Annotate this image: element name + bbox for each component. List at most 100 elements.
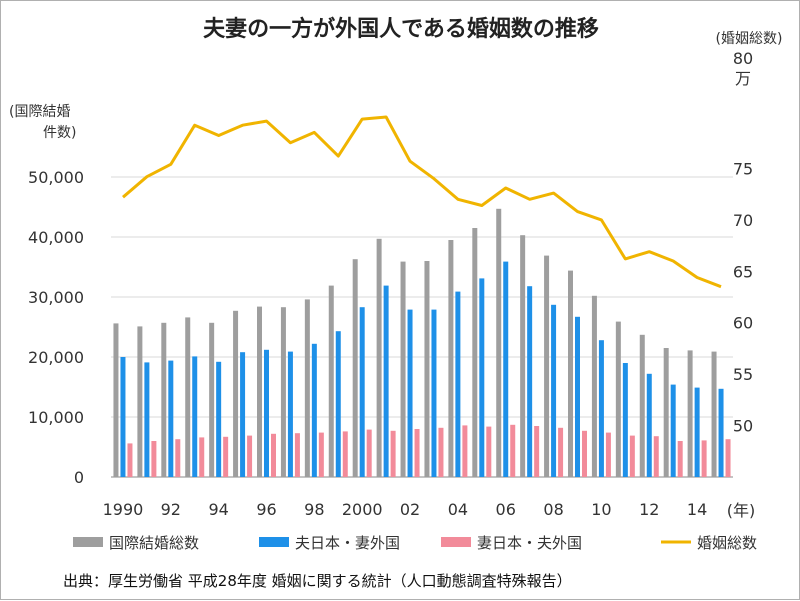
x-tick-label: 10 xyxy=(591,500,611,519)
y-left-tick-label: 0 xyxy=(74,468,84,487)
x-unit-label: (年) xyxy=(727,501,756,520)
bar xyxy=(598,340,604,477)
bar xyxy=(718,388,724,477)
y-right-tick-label: 55 xyxy=(733,365,753,384)
x-tick-label: 1990 xyxy=(103,500,144,519)
bar xyxy=(677,441,683,477)
bar xyxy=(503,261,509,477)
y-left-label-line2: 件数) xyxy=(43,125,76,141)
bar xyxy=(431,309,437,477)
bar xyxy=(646,373,652,477)
bar xyxy=(185,317,191,477)
bar xyxy=(701,440,707,477)
y-left-tick-label: 20,000 xyxy=(28,348,84,367)
bar xyxy=(653,436,659,477)
bar xyxy=(622,363,628,477)
bar xyxy=(137,326,143,477)
y-right-label: (婚姻総数) xyxy=(716,31,783,47)
gridlines xyxy=(111,176,733,478)
bar xyxy=(192,356,198,477)
bar xyxy=(294,433,300,477)
bar xyxy=(311,343,317,477)
bar xyxy=(663,348,669,477)
y-right-top-unit: 万 xyxy=(735,69,751,88)
bar xyxy=(558,427,564,477)
y-left-tick-label: 40,000 xyxy=(28,228,84,247)
tick-labels: 0 10,000 20,000 30,000 40,000 50,000 50 55 60 65 7… xyxy=(28,159,753,519)
bar xyxy=(390,430,396,477)
bar xyxy=(520,235,526,477)
bar xyxy=(264,349,269,477)
bar xyxy=(161,322,167,477)
y-right-tick-label: 60 xyxy=(733,314,753,333)
bar xyxy=(342,431,348,477)
x-tick-label: 2000 xyxy=(342,500,383,519)
legend-swatch xyxy=(73,537,103,547)
source-note: 出典：厚生労働省 平成28年度 婚姻に関する統計（人口動態調査特殊報告） xyxy=(63,572,572,590)
line-series-path xyxy=(122,115,722,289)
bar xyxy=(694,387,700,477)
bar xyxy=(479,278,485,477)
bar xyxy=(209,322,215,477)
bar xyxy=(168,360,174,477)
bar xyxy=(534,426,540,477)
bar xyxy=(400,261,406,477)
bars xyxy=(113,208,731,478)
bar xyxy=(233,310,239,477)
y-right-top-value: 80 xyxy=(733,49,753,68)
bar xyxy=(247,435,253,477)
bar xyxy=(639,334,645,477)
bar xyxy=(424,261,430,477)
bar xyxy=(544,255,550,477)
bar xyxy=(591,295,597,477)
bar xyxy=(383,285,389,477)
bar xyxy=(223,436,229,477)
x-tick-label: 96 xyxy=(256,500,276,519)
bar xyxy=(486,426,492,477)
bar xyxy=(120,357,126,477)
bar xyxy=(199,437,205,477)
legend-swatch xyxy=(259,537,289,547)
x-tick-label: 92 xyxy=(161,500,181,519)
bar xyxy=(615,321,621,477)
line-series xyxy=(122,115,722,289)
bar xyxy=(568,270,573,477)
legend-label: 婚姻総数 xyxy=(697,534,757,552)
bar xyxy=(725,439,731,477)
bar xyxy=(216,361,222,477)
x-tick-label: 02 xyxy=(400,500,420,519)
bar xyxy=(687,350,693,477)
bar xyxy=(527,286,533,477)
bar xyxy=(287,351,293,477)
bar xyxy=(414,429,420,477)
y-right-tick-label: 65 xyxy=(733,262,753,281)
bar xyxy=(304,299,310,477)
legend: 国際結婚総数 夫日本・妻外国 妻日本・夫外国 婚姻総数 xyxy=(73,534,757,552)
x-tick-label: 14 xyxy=(687,500,707,519)
bar xyxy=(257,306,262,477)
bar xyxy=(127,443,133,477)
y-right-tick-label: 70 xyxy=(733,211,753,230)
y-right-tick-label: 50 xyxy=(733,417,753,436)
bar xyxy=(472,228,478,477)
x-tick-label: 08 xyxy=(543,500,563,519)
bar xyxy=(175,439,181,477)
bar xyxy=(144,362,150,477)
y-left-tick-label: 50,000 xyxy=(28,168,84,187)
chart-title: 夫妻の一方が外国人である婚姻数の推移 xyxy=(203,16,599,42)
y-left-tick-label: 10,000 xyxy=(28,408,84,427)
x-tick-label: 12 xyxy=(639,500,659,519)
bar xyxy=(605,432,611,477)
bar xyxy=(582,430,587,477)
legend-swatch xyxy=(441,537,471,547)
bar xyxy=(240,352,246,477)
bar xyxy=(318,432,324,477)
bar xyxy=(335,331,341,477)
bar xyxy=(366,429,372,477)
x-tick-label: 98 xyxy=(304,500,324,519)
bar xyxy=(575,316,580,477)
bar xyxy=(496,208,502,478)
bar xyxy=(328,285,334,477)
